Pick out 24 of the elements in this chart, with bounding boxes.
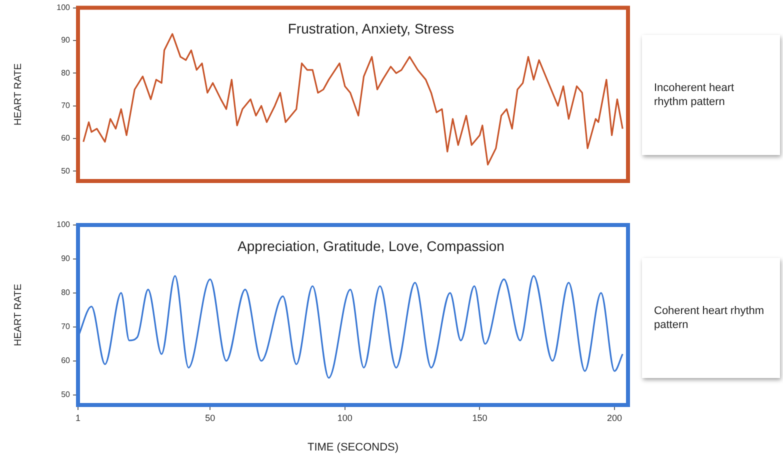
y-tick-label: 60 (61, 356, 71, 366)
text: Appreciation, Gratitude, Love, Compassion (238, 238, 504, 254)
y-tick-label: 70 (61, 101, 71, 110)
y-tick-label: 80 (61, 68, 71, 78)
x-tick-label: 1 (75, 412, 81, 423)
y-tick-label: 60 (61, 134, 71, 143)
y-tick-label: 80 (61, 288, 71, 298)
y-tick-label: 50 (61, 166, 71, 176)
text: Frustration, Anxiety, Stress (288, 20, 454, 37)
text: Coherent heart rhythm pattern (642, 258, 780, 378)
y-axis-title: HEART RATE (12, 62, 24, 126)
y-tick-label: 90 (61, 36, 71, 45)
y-tick-label: 70 (61, 322, 71, 332)
x-tick-label: 150 (472, 412, 488, 423)
y-tick-label: 100 (56, 220, 71, 230)
x-tick-label: 100 (337, 412, 352, 423)
y-tick-label: 50 (61, 390, 71, 400)
y-tick-label: 90 (61, 254, 71, 264)
x-axis-title: TIME (SECONDS) (307, 441, 399, 454)
y-tick-label: 100 (56, 3, 71, 12)
y-axis-title: HEART RATE (12, 284, 24, 346)
x-tick-label: 200 (607, 412, 622, 423)
text: Incoherent heart rhythm pattern (642, 35, 780, 155)
x-tick-label: 50 (205, 412, 216, 423)
